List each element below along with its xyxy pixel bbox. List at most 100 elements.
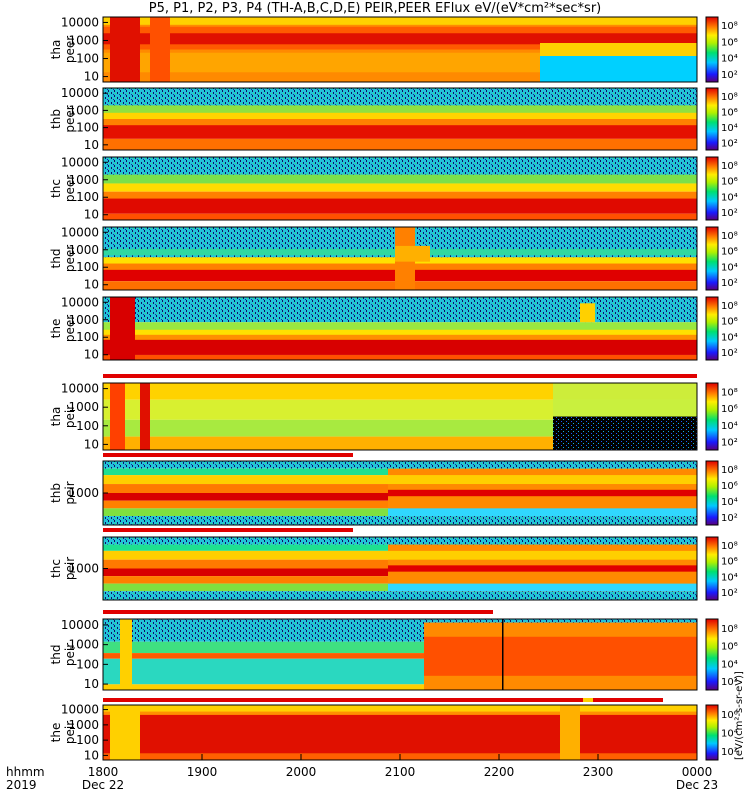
panel-label-instrument: peer xyxy=(63,36,77,63)
colorbar-tick-label: 10⁸ xyxy=(721,301,738,312)
date-label-start: Dec 22 xyxy=(82,778,124,792)
colorbar-tick-label: 10⁸ xyxy=(721,21,738,32)
y-tick-label: 1000 xyxy=(68,638,99,652)
y-tick-label: 100 xyxy=(76,52,99,66)
colorbar-tick-label: 10⁶ xyxy=(721,177,738,188)
y-tick-label: 10000 xyxy=(61,382,99,396)
panel-label-instrument: peer xyxy=(63,245,77,272)
panel-thd-peir: 10 100 1000 10000 thd peir 10² 10⁴ 10⁶ 10⁸ xyxy=(49,618,738,702)
colorbar: 10² 10⁴ 10⁶ 10⁸ xyxy=(705,618,738,691)
panel-spectrogram xyxy=(103,461,697,525)
colorbar-tick-label: 10² xyxy=(721,138,738,149)
panel-label-probe: thd xyxy=(49,249,63,269)
panel-spectrogram xyxy=(103,383,697,450)
colorbar-tick-label: 10⁴ xyxy=(721,729,738,740)
y-tick-label: 1000 xyxy=(68,33,99,47)
colorbar-tick-label: 10⁸ xyxy=(721,161,738,172)
colorbar-tick-label: 10⁶ xyxy=(721,247,738,258)
panel-label-instrument: peir xyxy=(63,405,77,428)
panel-frame xyxy=(102,296,698,361)
x-tick-label: 2000 xyxy=(286,765,317,779)
colorbar-tick-label: 10² xyxy=(721,70,738,81)
y-tick-label: 100 xyxy=(76,190,99,204)
y-tick-label: 100 xyxy=(76,733,99,747)
colorbar-tick-label: 10⁴ xyxy=(721,332,738,343)
colorbar-tick-label: 10⁸ xyxy=(721,231,738,242)
panel-thc-peer: 10 100 1000 10000 thc peer 10² 10⁴ 10⁶ 10⁸ xyxy=(49,155,738,221)
panel-spectrogram xyxy=(103,297,697,360)
colorbar-tick-label: 10² xyxy=(721,438,738,449)
colorbar-tick-label: 10⁴ xyxy=(721,192,738,203)
colorbar-tick-label: 10⁴ xyxy=(721,421,738,432)
colorbar-tick-label: 10⁶ xyxy=(721,710,738,721)
x-tick-label: 0000 xyxy=(682,765,713,779)
y-tick-label: 100 xyxy=(76,260,99,274)
y-tick-label: 10000 xyxy=(61,703,99,717)
panel-label: thc peir xyxy=(49,557,77,580)
y-tick-label: 10000 xyxy=(61,15,99,29)
panel-label-instrument: peer xyxy=(63,105,77,132)
panel-label: thd peir xyxy=(49,643,77,666)
panel-label-probe: the xyxy=(49,723,63,743)
panel-label: the peer xyxy=(49,315,77,342)
plot-title: P5, P1, P2, P3, P4 (TH-A,B,C,D,E) PEIR,P… xyxy=(148,1,602,16)
panel-label-instrument: peir xyxy=(63,557,77,580)
colorbar-tick-label: 10⁴ xyxy=(721,659,738,670)
colorbar-tick-label: 10⁶ xyxy=(721,37,738,48)
y-tick-label: 10 xyxy=(84,677,99,691)
colorbar-tick-label: 10⁴ xyxy=(721,54,738,65)
panel-label-instrument: peir xyxy=(63,481,77,504)
y-tick-label: 10 xyxy=(84,437,99,451)
panel-label: the peir xyxy=(49,721,77,744)
status-bar xyxy=(103,453,353,457)
status-bar xyxy=(103,698,663,702)
panel-frame xyxy=(102,16,698,83)
panel-the-peer: 10 100 1000 10000 the peer 10² 10⁴ 10⁶ 10⁸ xyxy=(49,295,738,378)
panel-frame xyxy=(102,87,698,151)
colorbar-tick-label: 10⁴ xyxy=(721,497,738,508)
colorbar-tick-label: 10⁶ xyxy=(721,642,738,653)
status-bar xyxy=(103,610,493,614)
colorbar-tick-label: 10⁸ xyxy=(721,465,738,476)
y-tick-label: 1000 xyxy=(68,173,99,187)
panel-tha-peir: 10 100 1000 10000 tha peir 10² 10⁴ 10⁶ 10⁸ xyxy=(49,382,738,457)
y-tick-label: 1000 xyxy=(68,562,99,576)
panel-label: tha peer xyxy=(49,36,77,63)
colorbar-tick-label: 10² xyxy=(721,208,738,219)
panel-label-instrument: peer xyxy=(63,175,77,202)
colorbar-tick-label: 10⁸ xyxy=(721,387,738,398)
x-tick-label: 2300 xyxy=(583,765,614,779)
y-tick-label: 10 xyxy=(84,70,99,84)
y-tick-label: 1000 xyxy=(68,313,99,327)
colorbar-tick-label: 10² xyxy=(721,747,738,758)
panel-label: tha peir xyxy=(49,405,77,428)
y-tick-label: 100 xyxy=(76,419,99,433)
panel-label-instrument: peir xyxy=(63,721,77,744)
colorbar: 10² 10⁴ 10⁶ 10⁸ xyxy=(705,536,738,601)
y-tick-label: 1000 xyxy=(68,103,99,117)
y-tick-label: 100 xyxy=(76,121,99,135)
y-tick-label: 1000 xyxy=(68,718,99,732)
colorbar: 10² 10⁴ 10⁶ 10⁸ xyxy=(705,87,738,151)
panel-label-probe: thd xyxy=(49,645,63,665)
colorbar: 10² 10⁴ 10⁶ 10⁸ xyxy=(705,296,738,361)
y-tick-label: 10 xyxy=(84,748,99,762)
y-tick-label: 1000 xyxy=(68,400,99,414)
panel-thd-peer: 10 100 1000 10000 thd peer 10² 10⁴ 10⁶ 10⁸ xyxy=(49,225,738,291)
y-tick-label: 10 xyxy=(84,278,99,292)
panel-frame xyxy=(102,618,698,691)
y-tick-label: 1000 xyxy=(68,243,99,257)
colorbar-tick-label: 10⁶ xyxy=(721,107,738,118)
panel-label: thd peer xyxy=(49,245,77,272)
y-tick-label: 100 xyxy=(76,657,99,671)
colorbar-tick-label: 10² xyxy=(721,588,738,599)
panel-label: thb peer xyxy=(49,105,77,132)
panel-tha-peer: 10 100 1000 10000 tha peer 10² 10⁴ 10⁶ 10⁸ xyxy=(49,15,738,83)
colorbar-tick-label: 10⁸ xyxy=(721,624,738,635)
panel-spectrogram xyxy=(103,88,697,150)
panel-spectrogram xyxy=(103,537,697,600)
date-label-end: Dec 23 xyxy=(676,778,718,792)
colorbar-tick-label: 10⁶ xyxy=(721,557,738,568)
